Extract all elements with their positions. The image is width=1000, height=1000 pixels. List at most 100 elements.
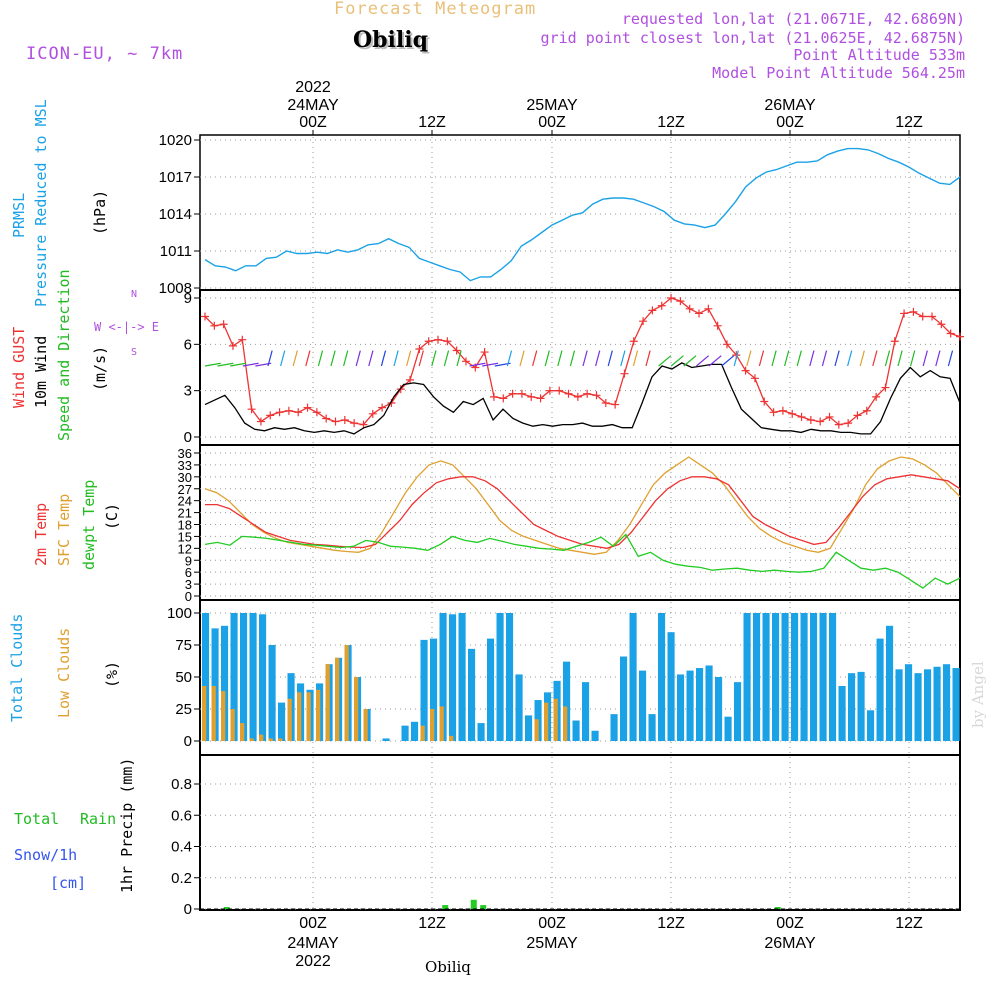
gust-marker bbox=[536, 394, 545, 403]
wind-direction-arrow bbox=[632, 350, 639, 367]
total-cloud-bar bbox=[211, 628, 219, 741]
gust-marker bbox=[750, 374, 759, 383]
rain-bar bbox=[774, 907, 781, 909]
gust-marker bbox=[340, 416, 349, 425]
wind-line bbox=[204, 362, 961, 435]
total-cloud-bar bbox=[506, 613, 514, 741]
wind-direction-arrow bbox=[582, 350, 588, 367]
total-cloud-bar bbox=[924, 669, 932, 741]
gust-marker bbox=[219, 320, 228, 329]
gust-marker bbox=[704, 304, 713, 313]
gust-marker bbox=[778, 406, 787, 415]
gust-marker bbox=[452, 346, 461, 355]
dewpoint-line bbox=[204, 533, 961, 589]
gust-marker bbox=[676, 297, 685, 306]
y-tick-label: 0.2 bbox=[171, 870, 192, 887]
gust-line bbox=[204, 297, 961, 426]
gust-marker bbox=[284, 406, 293, 415]
gust-marker bbox=[564, 389, 573, 398]
total-cloud-bar bbox=[259, 614, 267, 741]
gust-marker bbox=[489, 392, 498, 401]
low-cloud-bar bbox=[363, 709, 368, 741]
wind-direction-arrow bbox=[406, 350, 412, 367]
total-cloud-bar bbox=[914, 673, 922, 741]
bottom-time-label: 00Z bbox=[538, 915, 566, 932]
wind-direction-arrow bbox=[834, 350, 840, 367]
low-cloud-bar bbox=[202, 685, 207, 741]
total-cloud-bar bbox=[734, 682, 742, 741]
total-cloud-bar bbox=[639, 670, 647, 741]
wind-direction-arrow bbox=[784, 350, 790, 367]
wind-direction-arrow bbox=[532, 350, 538, 367]
p4-label-unit: (%) bbox=[103, 660, 121, 688]
gust-marker bbox=[583, 389, 592, 398]
wind-direction-arrow bbox=[317, 350, 324, 367]
p3-label-unit: (C) bbox=[103, 502, 121, 530]
y-tick-label: 15 bbox=[178, 529, 192, 544]
bottom-time-label: 2022 bbox=[295, 953, 331, 970]
bottom-time-label: 00Z bbox=[299, 915, 327, 932]
gust-marker bbox=[797, 412, 806, 421]
low-cloud-bar bbox=[249, 738, 254, 741]
p3-label-dew: dewpt Temp bbox=[80, 479, 98, 570]
gust-marker bbox=[508, 389, 517, 398]
y-tick-label: 0 bbox=[185, 589, 192, 604]
wind-direction-arrow bbox=[595, 350, 601, 367]
low-cloud-bar bbox=[287, 698, 292, 741]
gust-marker bbox=[294, 408, 303, 417]
wind-direction-arrow bbox=[821, 350, 828, 367]
wind-direction-arrow bbox=[746, 350, 752, 367]
total-cloud-bar bbox=[952, 668, 960, 741]
wind-direction-arrow bbox=[733, 350, 739, 367]
gust-marker bbox=[881, 383, 890, 392]
low-cloud-bar bbox=[354, 677, 359, 741]
p1-label-prmsl: PRMSL bbox=[10, 192, 28, 238]
gust-marker bbox=[918, 312, 927, 321]
y-tick-label: 100 bbox=[167, 605, 192, 622]
total-cloud-bar bbox=[525, 715, 533, 741]
gust-marker bbox=[853, 411, 862, 420]
wind-direction-arrow bbox=[443, 350, 450, 367]
gust-marker bbox=[629, 337, 638, 346]
total-cloud-bar bbox=[591, 730, 599, 741]
y-tick-label: 1014 bbox=[159, 206, 192, 223]
y-tick-label: 0.6 bbox=[171, 807, 192, 824]
total-cloud-bar bbox=[686, 670, 694, 741]
temp-2m-line bbox=[205, 474, 961, 549]
wind-direction-arrow bbox=[368, 350, 374, 367]
total-cloud-bar bbox=[420, 639, 428, 741]
y-tick-label: 18 bbox=[178, 518, 192, 533]
p2-label-gust: Wind GUST bbox=[10, 326, 28, 408]
top-time-label: 00Z bbox=[538, 114, 566, 131]
gust-marker bbox=[378, 403, 387, 412]
bottom-time-label: 12Z bbox=[895, 915, 923, 932]
total-cloud-bar bbox=[696, 668, 704, 741]
model-name: ICON-EU, ~ 7km bbox=[26, 44, 184, 64]
total-cloud-bar bbox=[743, 613, 751, 741]
wind-direction-arrow bbox=[482, 362, 499, 367]
wind-direction-arrow bbox=[847, 350, 853, 367]
p1-label-unit: (hPa) bbox=[91, 189, 109, 235]
wind-direction-arrow bbox=[670, 355, 684, 367]
total-cloud-bar bbox=[943, 664, 951, 741]
top-time-label: 12Z bbox=[895, 114, 923, 131]
low-cloud-bar bbox=[534, 719, 539, 741]
gust-marker bbox=[741, 366, 750, 375]
wind-direction-arrow bbox=[708, 355, 722, 367]
gust-marker bbox=[424, 337, 433, 346]
gust-marker bbox=[256, 417, 265, 426]
gust-marker bbox=[900, 309, 909, 318]
gust-marker bbox=[862, 406, 871, 415]
total-cloud-bar bbox=[781, 613, 789, 741]
low-cloud-bar bbox=[430, 709, 435, 741]
y-tick-label: 6 bbox=[184, 336, 192, 353]
low-cloud-bar bbox=[316, 689, 321, 741]
gust-marker bbox=[695, 309, 704, 318]
gust-marker bbox=[247, 405, 256, 414]
bottom-time-label: 24MAY bbox=[287, 935, 339, 952]
total-cloud-bar bbox=[895, 669, 903, 741]
total-cloud-bar bbox=[249, 613, 257, 741]
total-cloud-bar bbox=[886, 625, 894, 741]
p5-label-cm: [cm] bbox=[50, 874, 87, 892]
total-cloud-bar bbox=[515, 674, 523, 741]
